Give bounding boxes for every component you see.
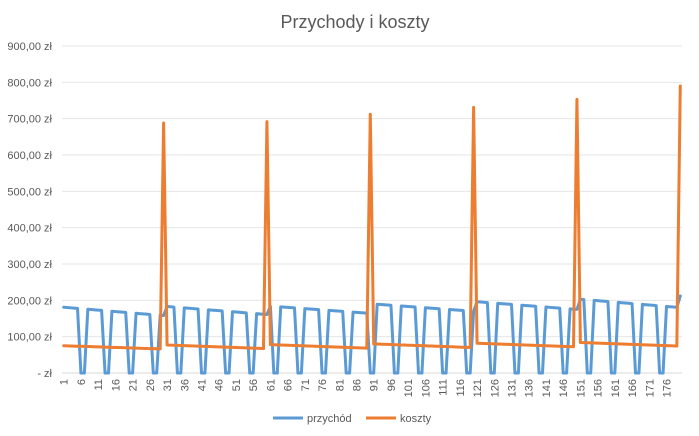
chart-title: Przychody i koszty xyxy=(280,12,429,32)
x-tick-label: 161 xyxy=(610,379,622,397)
legend-item-przychod: przychód xyxy=(273,413,352,425)
x-tick-label: 171 xyxy=(644,379,656,397)
x-tick-label: 151 xyxy=(575,379,587,397)
y-tick-label: 100,00 zł xyxy=(7,332,52,344)
x-tick-label: 21 xyxy=(128,379,140,391)
legend-item-koszty: koszty xyxy=(366,413,432,425)
x-tick-label: 71 xyxy=(300,379,312,391)
y-axis: - zł 100,00 zł 200,00 zł 300,00 zł 400,00 zł… xyxy=(7,41,52,380)
x-tick-label: 46 xyxy=(214,379,226,391)
x-tick-label: 51 xyxy=(231,379,243,391)
x-tick-label: 111 xyxy=(438,379,450,396)
legend-label: koszty xyxy=(400,413,432,425)
x-tick-label: 11 xyxy=(93,379,105,390)
x-tick-label: 101 xyxy=(403,379,415,397)
x-tick-label: 126 xyxy=(489,379,501,397)
x-tick-label: 136 xyxy=(524,379,536,397)
x-tick-label: 131 xyxy=(507,379,519,397)
legend: przychód koszty xyxy=(273,413,432,425)
x-tick-label: 96 xyxy=(386,379,398,391)
x-tick-label: 176 xyxy=(662,379,674,397)
x-tick-label: 26 xyxy=(145,379,157,391)
x-tick-label: 81 xyxy=(334,379,346,391)
x-tick-label: 1 xyxy=(59,379,71,385)
x-tick-label: 86 xyxy=(352,379,364,391)
x-axis: 1 6 11 16 21 26 31 36 41 46 51 56 61 66 71 76 81 86 91 96 10… xyxy=(59,379,674,397)
y-tick-label: 600,00 zł xyxy=(7,150,52,162)
series-line-koszty xyxy=(62,84,682,351)
x-tick-label: 66 xyxy=(283,379,295,391)
x-tick-label: 146 xyxy=(558,379,570,397)
x-tick-label: 156 xyxy=(593,379,605,397)
x-tick-label: 61 xyxy=(265,379,277,391)
x-tick-label: 116 xyxy=(455,379,467,397)
x-tick-label: 56 xyxy=(248,379,260,391)
y-tick-label: 700,00 zł xyxy=(7,114,52,126)
y-tick-label: - zł xyxy=(37,368,52,380)
y-tick-label: 900,00 zł xyxy=(7,41,52,53)
y-tick-label: 500,00 zł xyxy=(7,186,52,198)
x-tick-label: 121 xyxy=(472,379,484,397)
series-layer xyxy=(62,84,682,375)
legend-label: przychód xyxy=(307,413,352,425)
x-tick-label: 76 xyxy=(317,379,329,391)
x-tick-label: 31 xyxy=(162,379,174,391)
y-tick-label: 400,00 zł xyxy=(7,223,52,235)
x-tick-label: 16 xyxy=(110,379,122,391)
y-tick-label: 800,00 zł xyxy=(7,77,52,89)
x-tick-label: 106 xyxy=(420,379,432,397)
x-tick-label: 91 xyxy=(369,379,381,391)
x-tick-label: 6 xyxy=(76,379,88,385)
x-tick-label: 41 xyxy=(197,379,209,391)
x-tick-label: 141 xyxy=(541,379,553,397)
y-tick-label: 300,00 zł xyxy=(7,259,52,271)
x-tick-label: 166 xyxy=(627,379,639,397)
x-tick-label: 36 xyxy=(179,379,191,391)
y-tick-label: 200,00 zł xyxy=(7,295,52,307)
